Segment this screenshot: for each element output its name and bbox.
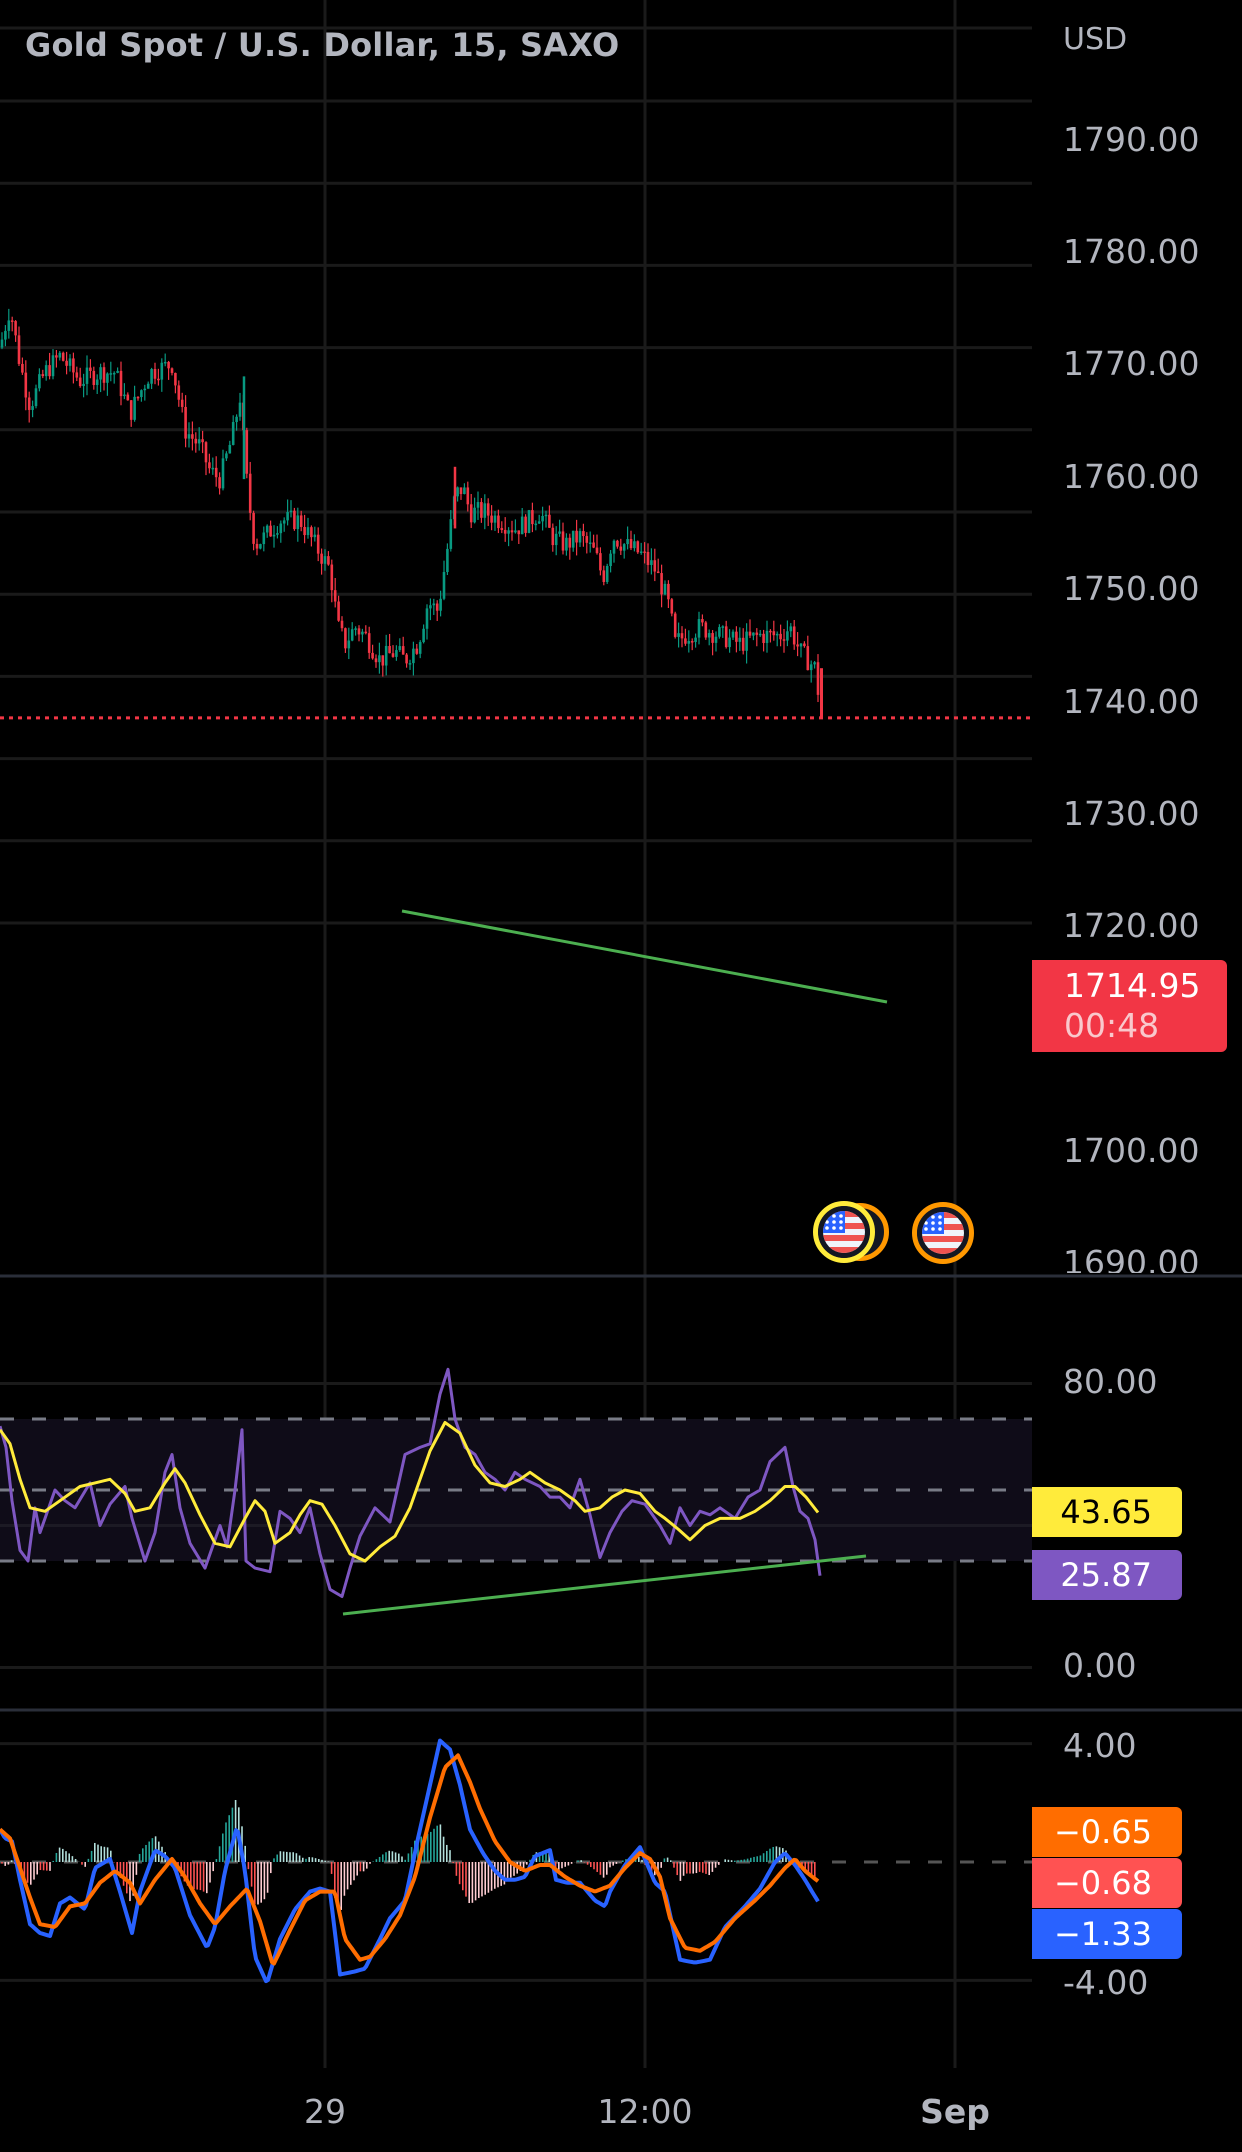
last-price-value: 1714.95 [1064,966,1201,1005]
rsi-axis-label: 0.00 [1063,1646,1137,1685]
bar-countdown: 00:48 [1064,1006,1160,1045]
price-axis-label: 1690.00 [1063,1243,1200,1273]
rsi-ma-value: 43.65 [1060,1493,1152,1531]
price-axis-label: 1720.00 [1063,906,1200,945]
economic-event-marker[interactable] [912,1202,974,1264]
macd-histogram-value: −0.68 [1053,1864,1152,1902]
time-axis-label: 29 [304,2092,346,2131]
candles [0,308,823,718]
macd-line-value: −1.33 [1053,1915,1152,1953]
macd-axis-label: 4.00 [1063,1726,1137,1765]
price-axis-label: 1750.00 [1063,569,1200,608]
macd-axis-label: -4.00 [1063,1963,1149,2002]
rsi-value: 25.87 [1060,1556,1152,1594]
price-axis-label: 1790.00 [1063,120,1200,159]
macd-signal-tag: −0.65 [1032,1807,1182,1857]
price-axis-clip: 1690.00 [1032,1230,1242,1273]
price-axis-label: 1730.00 [1063,794,1200,833]
price-axis-label: 1740.00 [1063,682,1200,721]
economic-event-marker[interactable] [813,1201,875,1263]
price-axis-label: 1760.00 [1063,457,1200,496]
rsi-value-tag: 25.87 [1032,1550,1182,1600]
macd-signal-value: −0.65 [1053,1813,1152,1851]
rsi-axis-label: 80.00 [1063,1362,1158,1401]
price-axis-label: 1700.00 [1063,1131,1200,1170]
symbol-title[interactable]: Gold Spot / U.S. Dollar, 15, SAXO [25,26,620,64]
price-axis-label: 1770.00 [1063,344,1200,383]
price-axis-label: 1780.00 [1063,232,1200,271]
time-axis-label: Sep [920,2092,990,2131]
macd-histogram-tag: −0.68 [1032,1858,1182,1908]
macd-line-tag: −1.33 [1032,1909,1182,1959]
time-axis-label: 12:00 [597,2092,693,2131]
us-flag-icon [818,1206,870,1258]
currency-label: USD [1063,22,1128,57]
last-price-tag: 1714.95 00:48 [1032,960,1227,1052]
us-flag-icon [917,1207,969,1259]
rsi-ma-value-tag: 43.65 [1032,1487,1182,1537]
